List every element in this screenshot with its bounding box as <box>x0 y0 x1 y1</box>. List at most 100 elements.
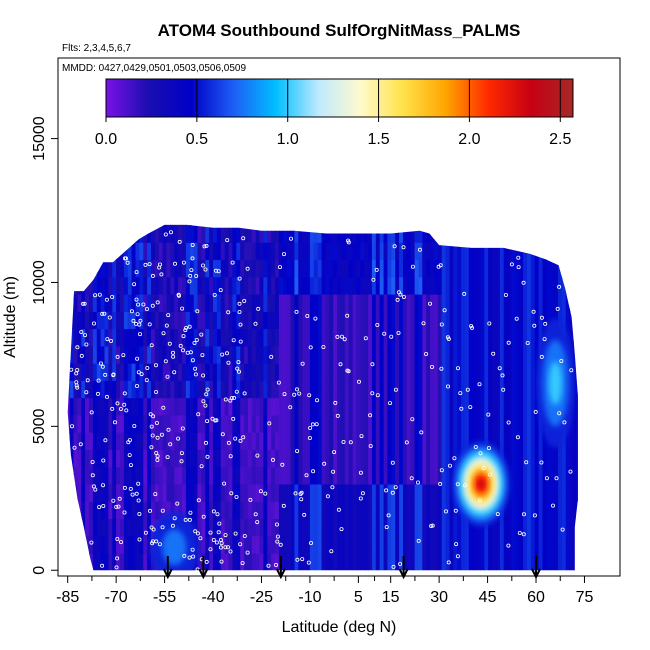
heatmap-cell <box>565 449 571 468</box>
heatmap-cell <box>360 414 365 433</box>
heatmap-cell <box>69 553 75 571</box>
heatmap-cell <box>612 294 617 312</box>
heatmap-cell <box>170 397 175 416</box>
heatmap-cell <box>62 329 67 347</box>
heatmap-cell <box>185 397 191 416</box>
heatmap-cell <box>108 483 113 502</box>
heatmap-cell <box>538 328 544 347</box>
sample-point <box>143 262 148 267</box>
heatmap-cell <box>209 397 214 416</box>
heatmap-cell <box>224 518 230 537</box>
heatmap-cell <box>418 328 423 347</box>
heatmap-cell <box>589 259 594 277</box>
heatmap-cell <box>209 553 214 571</box>
heatmap-cell <box>465 345 470 364</box>
heatmap-cell <box>329 363 334 381</box>
heatmap-cell <box>387 311 392 330</box>
sample-point <box>134 297 139 302</box>
heatmap-cell <box>143 311 148 330</box>
heatmap-cell <box>108 553 113 571</box>
sample-point <box>145 365 150 370</box>
heatmap-cell <box>286 449 292 468</box>
heatmap-cell <box>492 242 497 261</box>
heatmap-cell <box>85 553 90 571</box>
heatmap-cell <box>511 345 516 364</box>
heatmap-cell <box>480 397 485 416</box>
sample-point <box>384 488 389 493</box>
heatmap-cell <box>259 380 264 399</box>
heatmap-cell <box>371 535 377 554</box>
heatmap-cell <box>352 224 358 226</box>
heatmap-cell <box>127 259 133 278</box>
heatmap-cell <box>403 276 408 295</box>
heatmap-cell <box>585 536 590 554</box>
sample-point <box>473 444 478 449</box>
sample-point <box>122 485 127 490</box>
heatmap-cell <box>185 380 191 399</box>
y-tick-label: 5000 <box>31 408 48 444</box>
heatmap-cell <box>344 397 350 416</box>
heatmap-cell <box>519 449 524 468</box>
heatmap-cell <box>453 501 458 520</box>
heatmap-cell <box>601 484 606 502</box>
heatmap-cell <box>565 311 571 330</box>
heatmap-cell <box>608 553 613 571</box>
heatmap-cell <box>240 311 245 330</box>
heatmap-cell <box>561 276 567 295</box>
heatmap-cell <box>244 397 249 416</box>
heatmap-cell <box>569 501 575 520</box>
heatmap-cell <box>542 483 547 502</box>
heatmap-cell <box>85 414 90 433</box>
heatmap-cell <box>85 535 90 554</box>
heatmap-cell <box>437 224 443 226</box>
heatmap-cell <box>73 345 78 364</box>
heatmap-cell <box>441 276 447 295</box>
heatmap-cell <box>313 294 319 312</box>
heatmap-cell <box>317 501 323 520</box>
heatmap-cell <box>158 242 164 261</box>
heatmap-cell <box>81 535 86 554</box>
heatmap-cell <box>476 276 482 295</box>
heatmap-cell <box>337 345 342 364</box>
heatmap-cell <box>480 535 485 554</box>
sample-point <box>307 393 312 398</box>
heatmap-cell <box>294 242 299 261</box>
heatmap-cell <box>449 380 454 399</box>
heatmap-cell <box>445 449 451 468</box>
x-axis-label: Latitude (deg N) <box>282 619 397 636</box>
sample-point <box>190 358 195 363</box>
heatmap-cell <box>461 311 466 330</box>
heatmap-cell <box>278 224 284 243</box>
heatmap-cell <box>209 466 214 485</box>
heatmap-cell <box>519 311 524 330</box>
heatmap-cell <box>228 242 233 261</box>
sample-point <box>97 505 102 510</box>
heatmap-cell <box>573 553 578 571</box>
heatmap-cell <box>344 328 350 347</box>
heatmap-cell <box>484 259 489 278</box>
heatmap-cell <box>116 535 121 554</box>
heatmap-cell <box>457 553 462 571</box>
heatmap-cell <box>205 311 210 330</box>
heatmap-cell <box>228 501 233 520</box>
heatmap-cell <box>383 276 389 295</box>
heatmap-cell <box>182 397 187 416</box>
heatmap-cell <box>340 276 346 295</box>
heatmap-cell <box>58 501 63 519</box>
heatmap-cell <box>441 259 447 278</box>
heatmap-cell <box>515 328 520 347</box>
heatmap-cell <box>577 328 578 347</box>
heatmap-cell <box>445 259 451 278</box>
heatmap-cell <box>410 449 416 468</box>
heatmap-cell <box>554 294 559 312</box>
heatmap-cell <box>81 363 86 381</box>
heatmap-cell <box>612 467 617 485</box>
heatmap-cell <box>430 432 435 450</box>
heatmap-cell <box>267 224 272 243</box>
heatmap-cell <box>251 432 257 450</box>
heatmap-cell <box>135 259 140 278</box>
heatmap-cell <box>554 224 559 243</box>
heatmap-cell <box>240 276 245 295</box>
heatmap-cell <box>499 414 505 433</box>
heatmap-cell <box>542 311 547 330</box>
